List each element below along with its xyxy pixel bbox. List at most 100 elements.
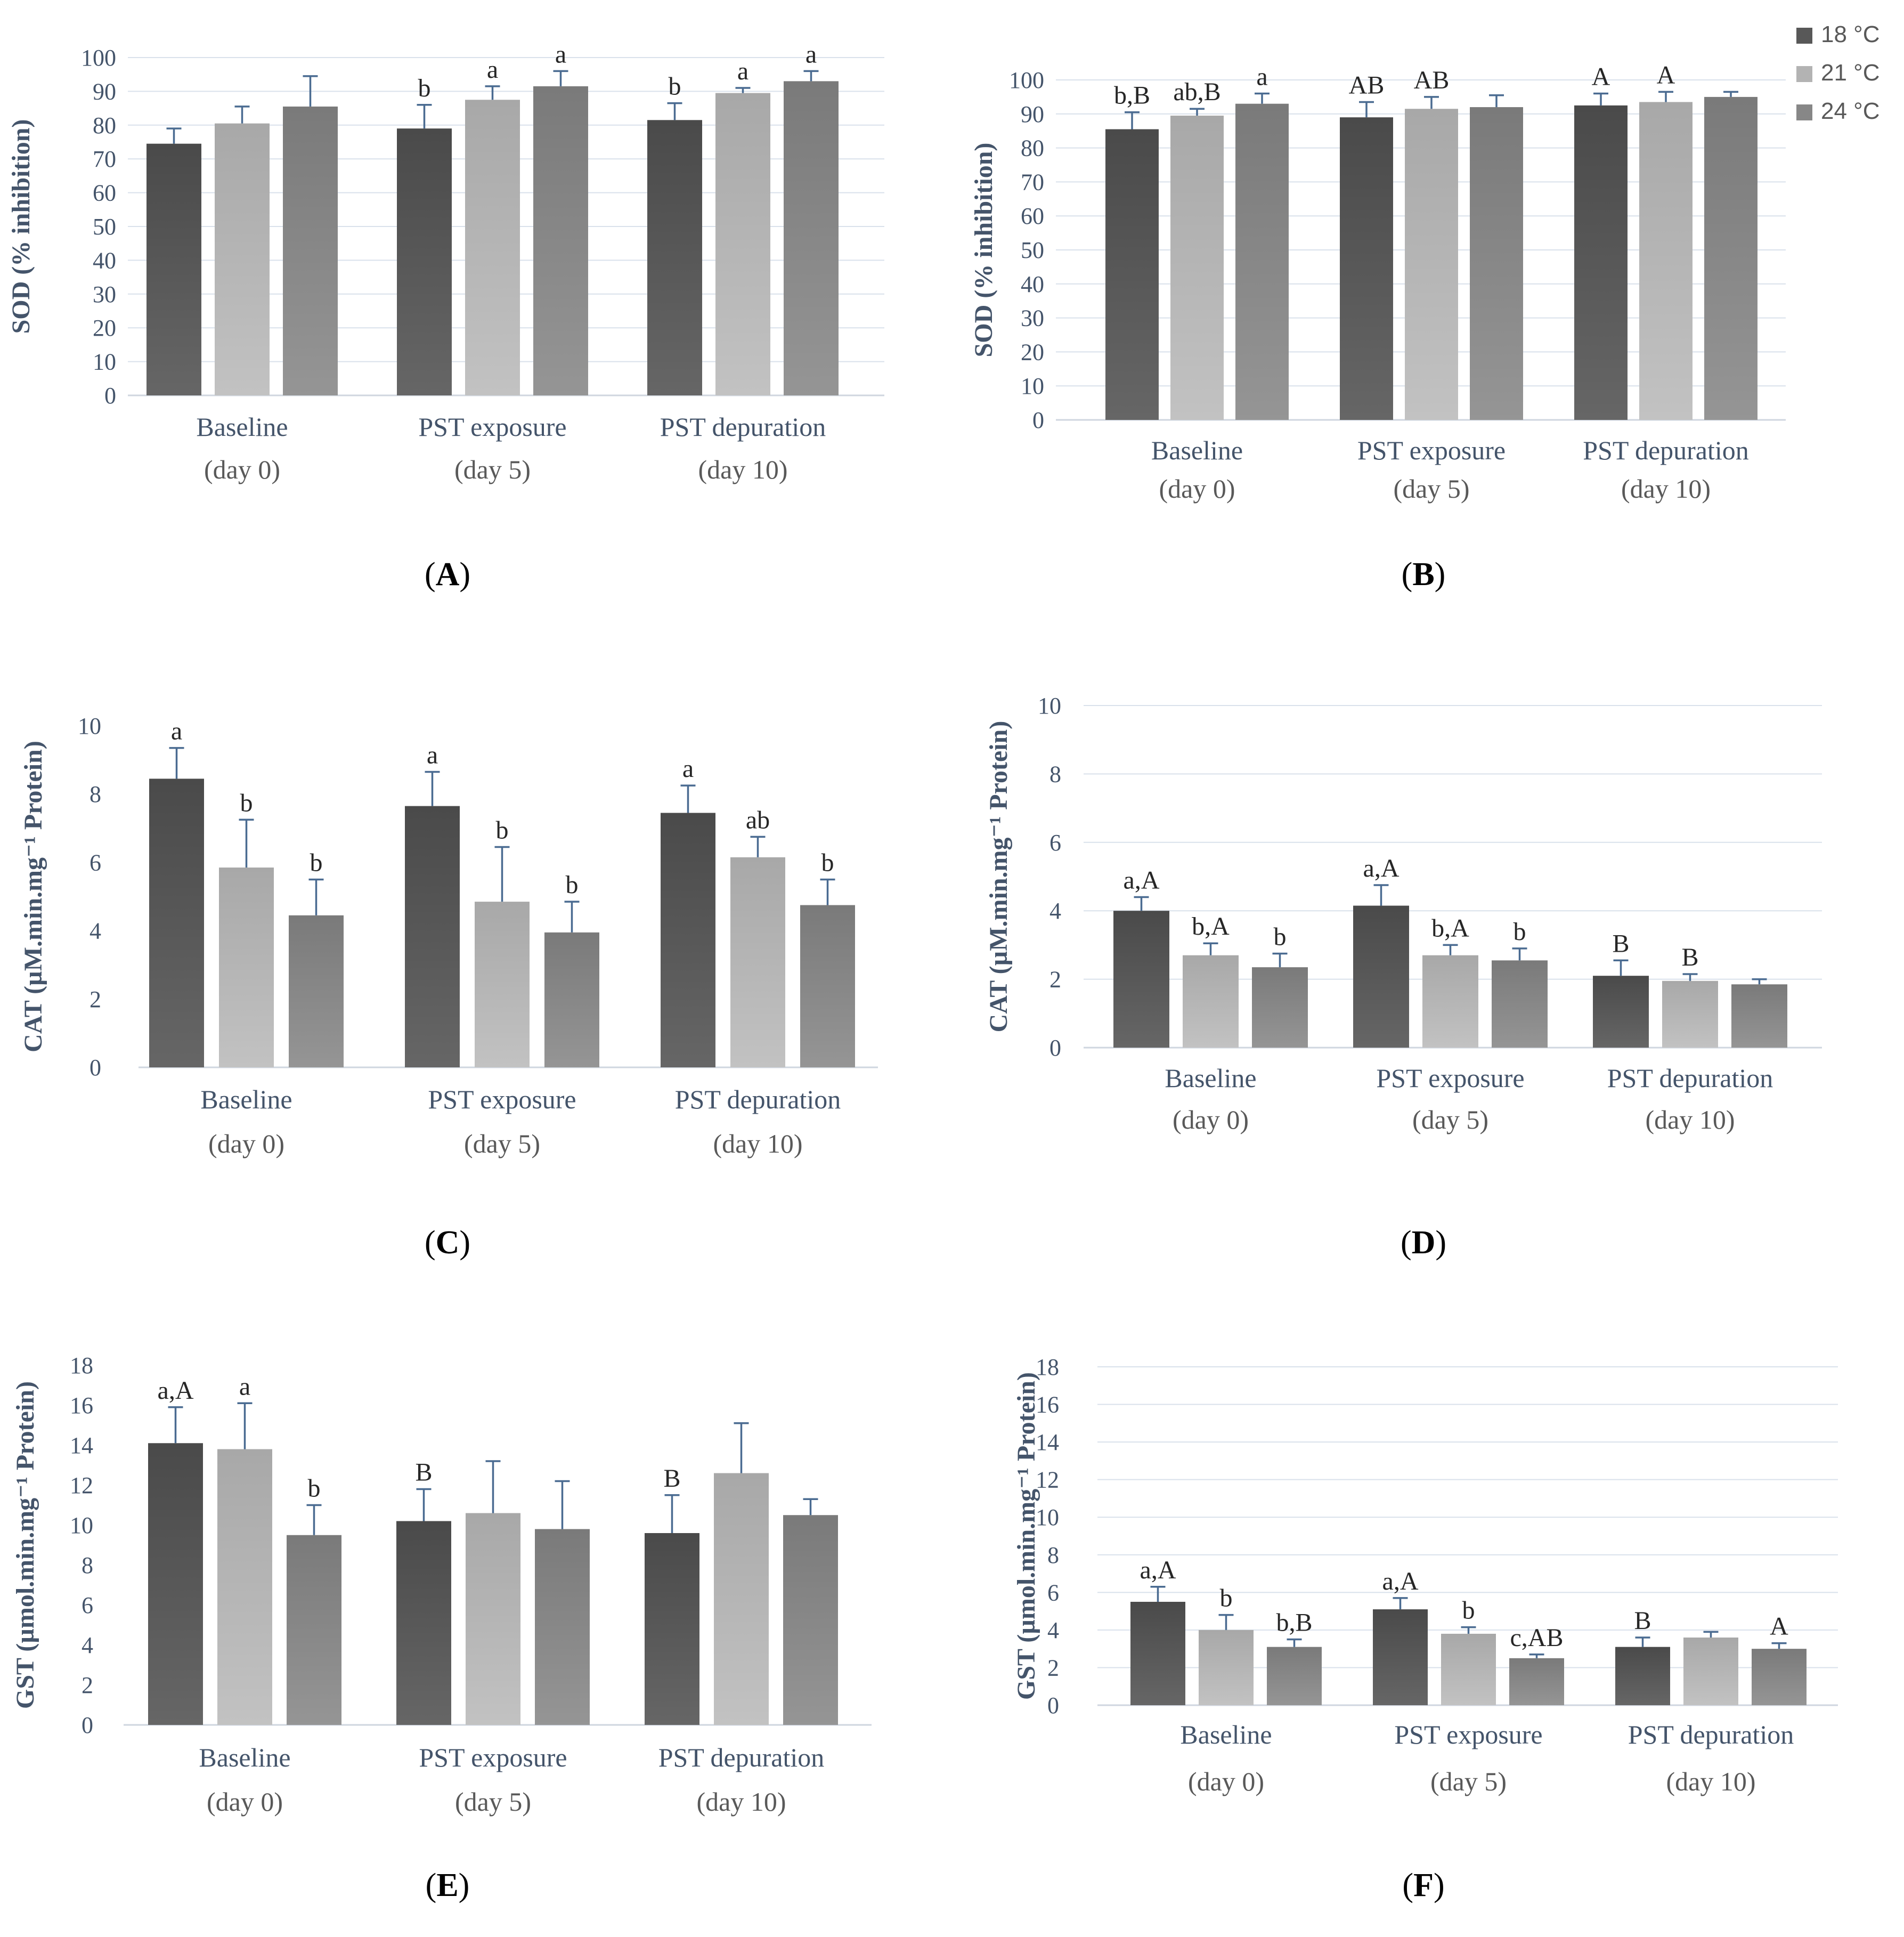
bar-21c-0 bbox=[1183, 955, 1239, 1048]
bar-21c-2 bbox=[1662, 980, 1718, 1048]
y-tick-label: 50 bbox=[93, 214, 116, 240]
bar-21c-0 bbox=[1170, 115, 1224, 420]
y-tick-label: 6 bbox=[82, 1592, 93, 1618]
chart-panel-d: 0 2 4 6 8 10 CAT (µM.min.mg⁻¹ Protein) a,A b,A b B… bbox=[984, 693, 1822, 1261]
y-axis-label: GST (µmol.min.mg⁻¹ Protein) bbox=[1012, 1372, 1040, 1700]
y-tick-label: 4 bbox=[89, 918, 101, 944]
bar-18c-0 bbox=[149, 779, 204, 1067]
y-tick-label: 70 bbox=[93, 146, 116, 172]
bar-21c-2 bbox=[730, 857, 785, 1067]
y-tick-label: 60 bbox=[1021, 203, 1044, 229]
bar-18c-2 bbox=[1574, 105, 1628, 420]
chart-panel-a: 0 10 20 30 40 50 60 70 80 90 100 SOD (% inhibition)… bbox=[7, 40, 884, 593]
y-tick-label: 4 bbox=[1049, 898, 1061, 924]
panel-label-paren: ) bbox=[1435, 556, 1446, 593]
panel-label-letter: C bbox=[436, 1225, 460, 1261]
x-category-label: PST exposure bbox=[1376, 1063, 1524, 1093]
bar-18c-2 bbox=[1615, 1647, 1670, 1705]
significance-label: a,A bbox=[1363, 854, 1399, 882]
bar-18c-0 bbox=[147, 143, 201, 395]
significance-label: B bbox=[1612, 929, 1629, 958]
y-tick-label: 8 bbox=[1047, 1542, 1059, 1568]
significance-label: a bbox=[239, 1372, 250, 1400]
bar-21c-2 bbox=[714, 1473, 769, 1725]
x-category-sublabel: (day 5) bbox=[1412, 1105, 1488, 1134]
legend-label: 18 °C bbox=[1821, 21, 1880, 47]
significance-label: b bbox=[310, 848, 323, 877]
x-category-label: PST exposure bbox=[1357, 435, 1506, 465]
bar-18c-1 bbox=[397, 128, 452, 395]
y-tick-label: 20 bbox=[1021, 339, 1044, 365]
significance-label: A bbox=[1592, 63, 1610, 91]
y-tick-label: 40 bbox=[1021, 271, 1044, 297]
y-tick-label: 2 bbox=[1049, 967, 1061, 993]
y-tick-label: 0 bbox=[89, 1055, 101, 1081]
bar-18c-1 bbox=[405, 806, 460, 1067]
bar-18c-1 bbox=[396, 1521, 451, 1725]
significance-label: b bbox=[669, 72, 681, 101]
significance-label: b bbox=[308, 1474, 321, 1503]
significance-label: ab,B bbox=[1173, 78, 1220, 106]
bar-21c-0 bbox=[215, 123, 270, 395]
bar-21c-1 bbox=[465, 100, 520, 395]
panel-label: (A) bbox=[425, 556, 470, 593]
y-tick-label: 6 bbox=[1049, 830, 1061, 856]
bar-18c-2 bbox=[661, 813, 715, 1067]
significance-label: b bbox=[821, 848, 834, 877]
panel-label: (C) bbox=[425, 1225, 470, 1261]
bar-24c-1 bbox=[1509, 1658, 1564, 1705]
significance-label: a bbox=[427, 741, 438, 769]
bar-21c-2 bbox=[715, 93, 770, 395]
bar-24c-1 bbox=[1470, 107, 1523, 420]
bar-24c-0 bbox=[287, 1535, 341, 1725]
panel-label-letter: E bbox=[436, 1867, 458, 1903]
bar-24c-2 bbox=[783, 1515, 838, 1725]
y-tick-label: 6 bbox=[1047, 1579, 1059, 1606]
x-category-label: Baseline bbox=[1165, 1063, 1256, 1093]
y-tick-label: 2 bbox=[1047, 1655, 1059, 1681]
y-tick-label: 2 bbox=[82, 1672, 93, 1698]
bar-18c-2 bbox=[1593, 976, 1649, 1048]
y-tick-label: 12 bbox=[1036, 1467, 1059, 1493]
bar-18c-0 bbox=[148, 1443, 203, 1725]
y-tick-label: 4 bbox=[1047, 1617, 1059, 1643]
x-category-label: PST exposure bbox=[419, 1743, 567, 1772]
x-category-sublabel: (day 10) bbox=[698, 455, 788, 484]
x-category-label: PST depuration bbox=[1607, 1063, 1773, 1093]
panel-label-paren: ) bbox=[459, 1867, 470, 1903]
significance-label: a bbox=[487, 55, 498, 84]
x-category-label: Baseline bbox=[196, 412, 288, 442]
bar-24c-2 bbox=[1704, 96, 1757, 420]
y-tick-label: 14 bbox=[1036, 1429, 1059, 1455]
bar-24c-2 bbox=[800, 905, 855, 1067]
significance-label: b bbox=[1220, 1584, 1233, 1612]
significance-label: b bbox=[496, 816, 509, 845]
y-tick-label: 10 bbox=[78, 713, 101, 739]
bar-21c-1 bbox=[466, 1513, 520, 1725]
significance-label: ab bbox=[746, 806, 770, 834]
panel-label-letter: D bbox=[1412, 1225, 1436, 1261]
bar-18c-0 bbox=[1130, 1601, 1185, 1705]
significance-label: B bbox=[1634, 1607, 1651, 1635]
legend-label: 21 °C bbox=[1821, 60, 1880, 86]
bar-24c-1 bbox=[535, 1529, 590, 1725]
bar-24c-1 bbox=[544, 932, 599, 1067]
y-tick-label: 40 bbox=[93, 247, 116, 273]
bar-21c-0 bbox=[217, 1449, 272, 1725]
significance-label: a bbox=[682, 755, 694, 783]
significance-label: A bbox=[1770, 1612, 1788, 1641]
panel-label-paren: ( bbox=[1402, 556, 1413, 593]
x-category-sublabel: (day 5) bbox=[455, 1787, 531, 1817]
bar-21c-0 bbox=[219, 868, 274, 1067]
panel-label-paren: ) bbox=[1434, 1867, 1445, 1903]
bar-24c-2 bbox=[1731, 984, 1787, 1048]
y-tick-label: 10 bbox=[1036, 1504, 1059, 1530]
bar-24c-2 bbox=[1752, 1649, 1807, 1705]
x-category-sublabel: (day 5) bbox=[1430, 1766, 1507, 1796]
bar-21c-1 bbox=[1405, 109, 1458, 420]
x-category-sublabel: (day 10) bbox=[697, 1787, 786, 1817]
bar-18c-2 bbox=[647, 120, 702, 396]
significance-label: a bbox=[1256, 63, 1267, 91]
bar-18c-2 bbox=[645, 1533, 699, 1725]
